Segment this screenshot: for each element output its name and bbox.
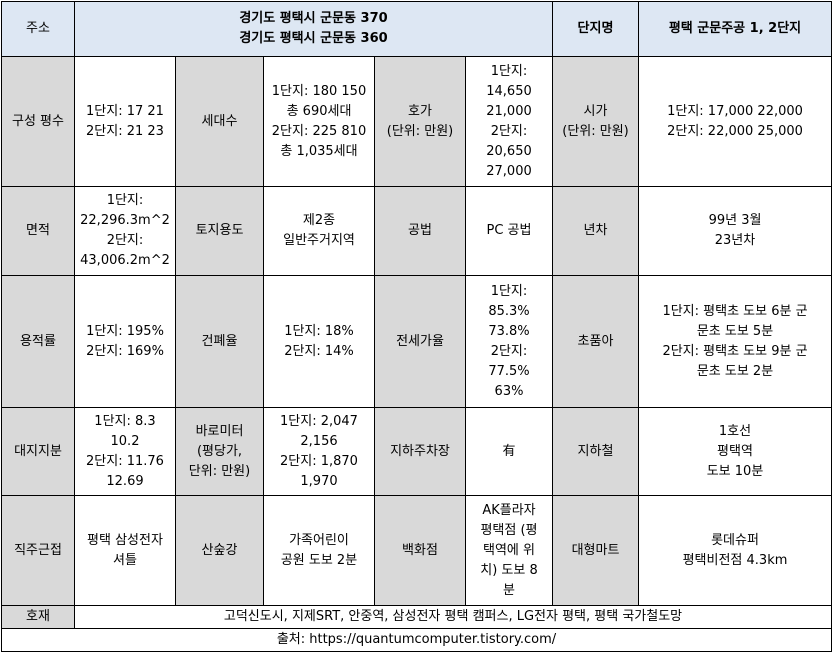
value-cell: 평택 삼성전자 셔틀 [74,495,176,606]
table-row: 구성 평수 1단지: 17 21 2단지: 21 23 세대수 1단지: 180… [1,56,832,187]
label-cell: 초품아 [552,275,639,408]
address-value: 경기도 평택시 군문동 370 경기도 평택시 군문동 360 [74,1,553,57]
value-cell: 1단지: 22,296.3m^2 2단지: 43,006.2m^2 [74,186,176,276]
value-cell: 1단지: 2,047 2,156 2단지: 1,870 1,970 [263,407,375,496]
value-cell: 1단지: 195% 2단지: 169% [74,275,176,408]
hojae-row: 호재 고덕신도시, 지제SRT, 안중역, 삼성전자 평택 캠퍼스, LG전자 … [1,605,832,629]
hojae-label: 호재 [1,605,75,629]
value-cell: 1단지: 평택초 도보 6분 군 문초 도보 5분 2단지: 평택초 도보 9분… [638,275,832,408]
complex-name-label: 단지명 [552,1,639,57]
value-cell: 제2종 일반주거지역 [263,186,375,276]
label-cell: 지하주차장 [374,407,466,496]
label-cell: 년차 [552,186,639,276]
value-cell: 1단지: 14,650 21,000 2단지: 20,650 27,000 [465,56,553,187]
label-cell: 시가 (단위: 만원) [552,56,639,187]
label-cell: 산숲강 [175,495,264,606]
value-cell: 1단지: 8.3 10.2 2단지: 11.76 12.69 [74,407,176,496]
label-cell: 용적률 [1,275,75,408]
value-cell: 1호선 평택역 도보 10분 [638,407,832,496]
value-cell: 1단지: 17 21 2단지: 21 23 [74,56,176,187]
label-cell: 건폐율 [175,275,264,408]
label-cell: 토지용도 [175,186,264,276]
label-cell: 지하철 [552,407,639,496]
label-cell: 구성 평수 [1,56,75,187]
source-credit: 출처: https://quantumcomputer.tistory.com/ [1,628,832,652]
label-cell: 백화점 [374,495,466,606]
label-cell: 전세가율 [374,275,466,408]
value-cell: 1단지: 18% 2단지: 14% [263,275,375,408]
label-cell: 대지지분 [1,407,75,496]
value-cell: AK플라자 평택점 (평 택역에 위 치) 도보 8 분 [465,495,553,606]
value-cell: 1단지: 180 150 총 690세대 2단지: 225 810 총 1,03… [263,56,375,187]
label-cell: 호가 (단위: 만원) [374,56,466,187]
label-cell: 공법 [374,186,466,276]
label-cell: 대형마트 [552,495,639,606]
value-cell: 가족어린이 공원 도보 2분 [263,495,375,606]
label-cell: 세대수 [175,56,264,187]
value-cell: 99년 3월 23년차 [638,186,832,276]
table-row: 용적률 1단지: 195% 2단지: 169% 건폐율 1단지: 18% 2단지… [1,275,832,408]
complex-name-value: 평택 군문주공 1, 2단지 [638,1,832,57]
label-cell: 면적 [1,186,75,276]
table-row: 직주근접 평택 삼성전자 셔틀 산숲강 가족어린이 공원 도보 2분 백화점 A… [1,495,832,606]
hojae-value: 고덕신도시, 지제SRT, 안중역, 삼성전자 평택 캠퍼스, LG전자 평택,… [74,605,832,629]
address-label: 주소 [1,1,75,57]
value-cell: 1단지: 85.3% 73.8% 2단지: 77.5% 63% [465,275,553,408]
value-cell: PC 공법 [465,186,553,276]
value-cell: 롯데슈퍼 평택비전점 4.3km [638,495,832,606]
value-cell: 有 [465,407,553,496]
label-cell: 직주근접 [1,495,75,606]
source-row: 출처: https://quantumcomputer.tistory.com/ [1,628,832,652]
table-row: 면적 1단지: 22,296.3m^2 2단지: 43,006.2m^2 토지용… [1,186,832,276]
label-cell: 바로미터 (평당가, 단위: 만원) [175,407,264,496]
header-row: 주소 경기도 평택시 군문동 370 경기도 평택시 군문동 360 단지명 평… [1,1,832,57]
value-cell: 1단지: 17,000 22,000 2단지: 22,000 25,000 [638,56,832,187]
table-row: 대지지분 1단지: 8.3 10.2 2단지: 11.76 12.69 바로미터… [1,407,832,496]
